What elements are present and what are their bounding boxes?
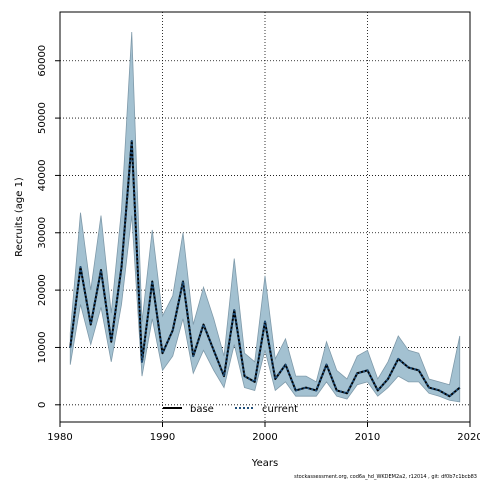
y-axis-title: Recruits (age 1) [14, 177, 25, 257]
confidence-band [69, 32, 461, 403]
legend-base-label: base [190, 404, 214, 415]
x-tick-label: 2020 [457, 432, 480, 443]
y-tick-label: 0 [37, 402, 48, 408]
confidence-band-area [69, 32, 461, 403]
legend-current-label: current [262, 404, 298, 415]
x-tick-label: 2000 [252, 432, 277, 443]
y-tick-label: 10000 [37, 332, 48, 364]
x-axis-title: Years [251, 458, 278, 469]
y-tick-label: 40000 [37, 160, 48, 192]
x-axis: 1980 1990 2000 2010 2020 [47, 422, 480, 443]
y-tick-label: 30000 [37, 217, 48, 249]
y-tick-label: 60000 [37, 45, 48, 77]
x-tick-label: 1980 [47, 432, 72, 443]
y-tick-label: 50000 [37, 102, 48, 134]
x-tick-label: 1990 [150, 432, 175, 443]
x-tick-label: 2010 [355, 432, 380, 443]
series-line-current [69, 140, 461, 398]
series-lines [69, 140, 461, 398]
y-tick-label: 20000 [37, 274, 48, 306]
legend: base current [163, 404, 298, 415]
footer-note: stockassessment.org, cod6a_hd_WKDEM2a2, … [294, 474, 477, 480]
y-axis: 0 10000 20000 30000 40000 50000 60000 [37, 45, 60, 408]
